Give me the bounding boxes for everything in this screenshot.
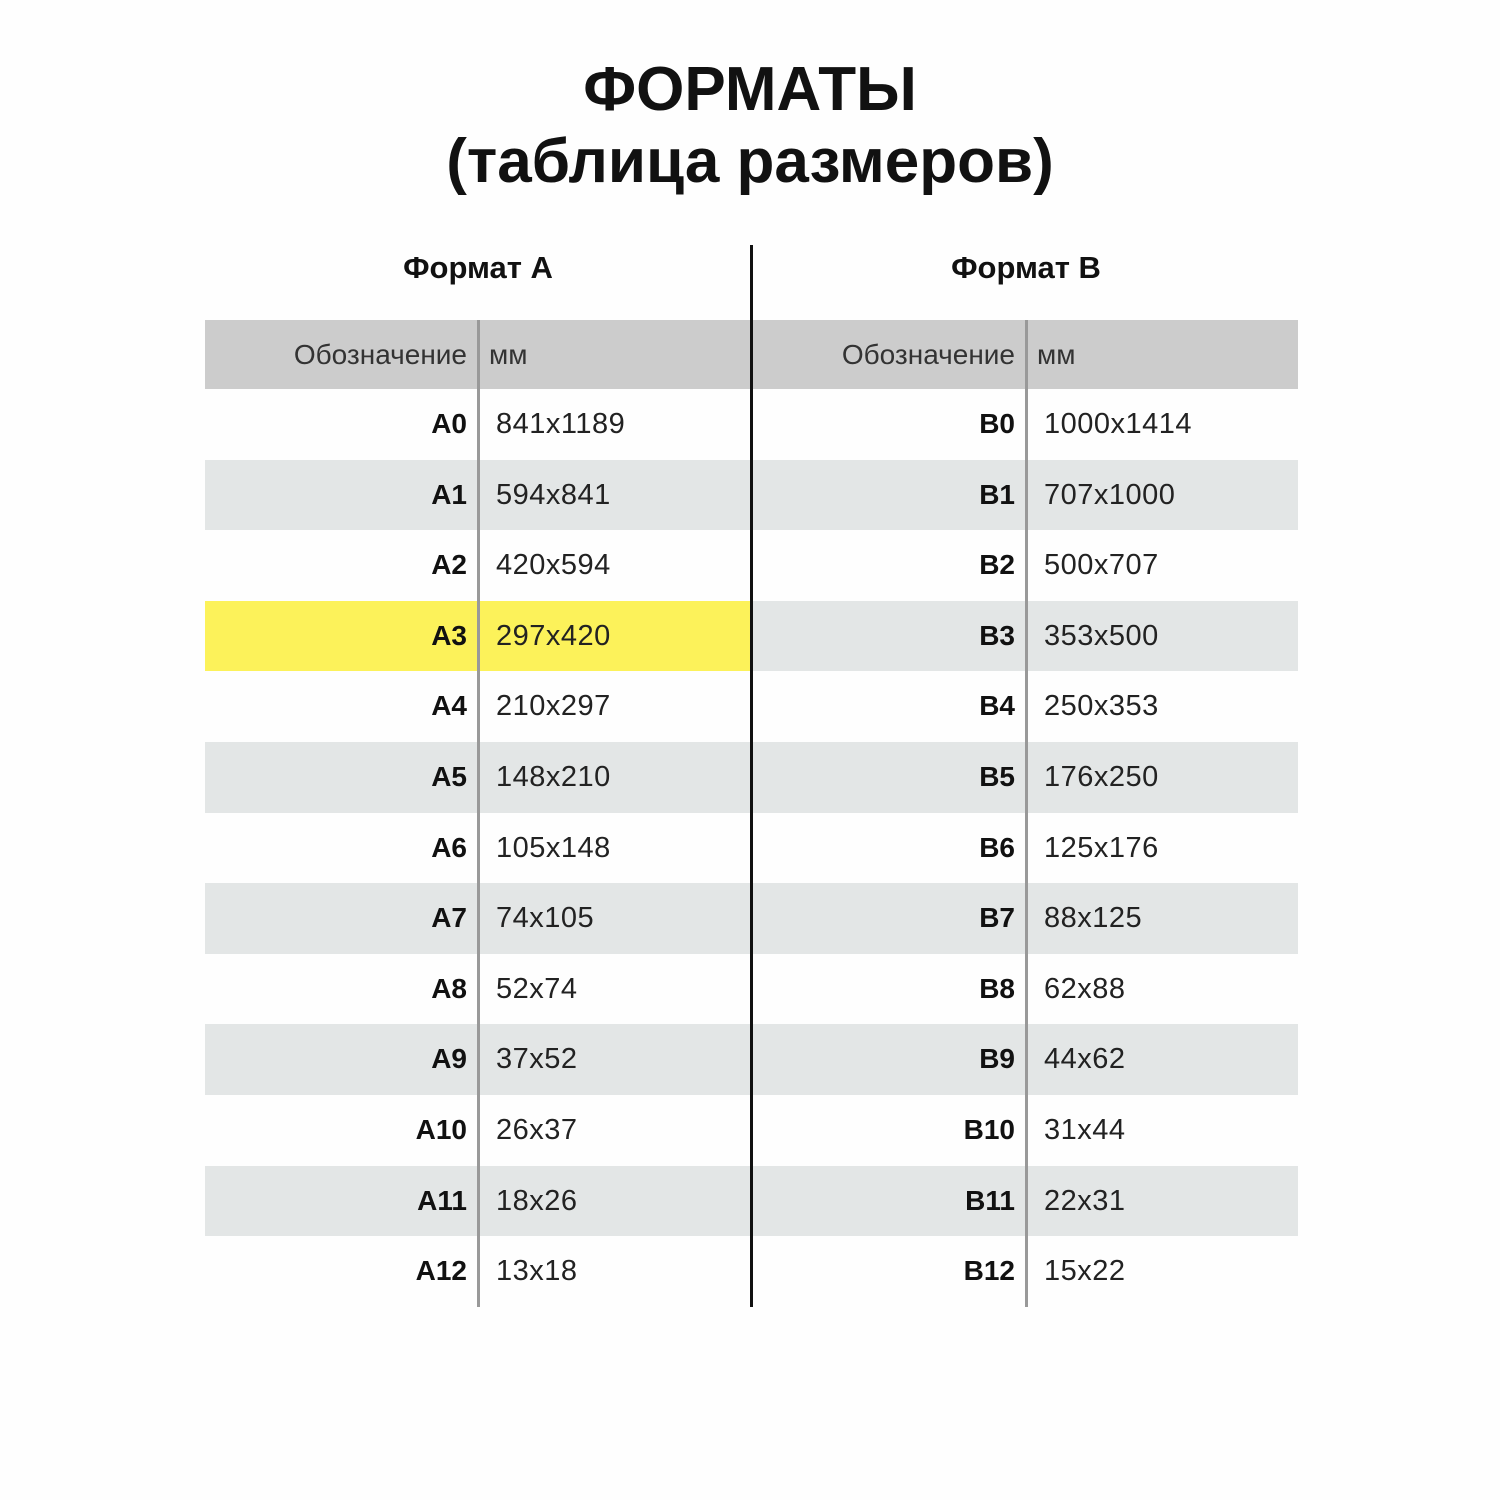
format-size-mm: 148x210 [496, 760, 611, 793]
format-designation: A9 [431, 1043, 467, 1075]
format-size-mm: 500x707 [1044, 549, 1159, 582]
format-size-mm: 52x74 [496, 972, 578, 1005]
column-divider [477, 320, 480, 1307]
format-size-mm: 88x125 [1044, 902, 1143, 935]
format-designation: A11 [417, 1184, 467, 1216]
format-size-mm: 594x841 [496, 478, 611, 511]
format-size-mm: 15x22 [1044, 1255, 1126, 1288]
format-designation: A7 [431, 902, 467, 934]
format-size-mm: 44x62 [1044, 1043, 1126, 1076]
column-divider [1025, 320, 1028, 1307]
format-size-mm: 297x420 [496, 619, 611, 652]
format-designation: B12 [963, 1255, 1015, 1287]
format-size-mm: 250x353 [1044, 690, 1159, 723]
format-designation: B3 [979, 619, 1015, 651]
format-designation: B7 [979, 902, 1015, 934]
designation-header: Обозначение [293, 339, 467, 370]
format-designation: B10 [963, 1113, 1015, 1145]
table-row: A2 420x594 [205, 530, 750, 601]
table-row: A10 26x37 [205, 1095, 750, 1166]
format-size-mm: 22x31 [1044, 1184, 1126, 1217]
format-size-mm: 125x176 [1044, 831, 1159, 864]
format-size-mm: 62x88 [1044, 972, 1126, 1005]
mm-header: мм [489, 339, 528, 370]
format-designation: B2 [979, 549, 1015, 581]
mm-header: мм [1037, 339, 1076, 370]
table-row: B6 125x176 [753, 813, 1298, 884]
format-designation: B0 [979, 408, 1015, 439]
format-b-heading: Формат B [951, 250, 1101, 285]
format-size-mm: 707x1000 [1044, 478, 1176, 511]
table-row: B12 15x22 [753, 1236, 1298, 1307]
table-row: B10 31x44 [753, 1095, 1298, 1166]
format-size-mm: 841x1189 [496, 408, 626, 440]
format-size-mm: 37x52 [496, 1043, 578, 1076]
format-a-table: Обозначение мм A0 841x1189 A1 594x841 A2 420x… [205, 320, 750, 1307]
format-designation: B11 [965, 1184, 1015, 1216]
format-size-mm: 26x37 [496, 1113, 578, 1146]
format-designation: A8 [431, 972, 467, 1004]
format-size-mm: 1000x1414 [1044, 408, 1193, 440]
center-divider [750, 245, 753, 1307]
table-row: A12 13x18 [205, 1236, 750, 1307]
format-size-mm: 74x105 [496, 902, 595, 935]
format-designation: A1 [431, 478, 467, 510]
format-designation: A10 [415, 1113, 467, 1145]
format-designation: A6 [431, 831, 467, 863]
table-row: A8 52x74 [205, 954, 750, 1025]
format-size-mm: 210x297 [496, 690, 611, 723]
table-row: A0 841x1189 [205, 389, 750, 460]
format-size-mm: 176x250 [1044, 760, 1159, 793]
format-size-mm: 353x500 [1044, 619, 1159, 652]
table-row: B0 1000x1414 [753, 389, 1298, 460]
table-row: B2 500x707 [753, 530, 1298, 601]
format-designation: B4 [979, 690, 1015, 722]
format-designation: A3 [431, 619, 467, 651]
format-designation: A0 [431, 408, 467, 439]
format-a-heading: Формат A [403, 250, 553, 285]
page-title: ФОРМАТЫ [583, 55, 917, 124]
table-row: B8 62x88 [753, 954, 1298, 1025]
format-size-mm: 105x148 [496, 831, 611, 864]
format-size-mm: 420x594 [496, 549, 611, 582]
designation-header: Обозначение [841, 339, 1015, 370]
format-designation: A2 [431, 549, 467, 581]
table-row: A6 105x148 [205, 813, 750, 884]
table-row: A4 210x297 [205, 671, 750, 742]
format-designation: A5 [431, 760, 467, 792]
page-subtitle: (таблица размеров) [446, 127, 1054, 196]
format-designation: A4 [431, 690, 467, 722]
format-designation: B9 [979, 1043, 1015, 1075]
format-designation: B5 [979, 760, 1015, 792]
format-size-mm: 18x26 [496, 1184, 578, 1217]
format-designation: B8 [979, 972, 1015, 1004]
format-designation: B6 [979, 831, 1015, 863]
format-size-mm: 31x44 [1044, 1113, 1126, 1146]
table-row: B4 250x353 [753, 671, 1298, 742]
format-designation: A12 [415, 1255, 467, 1287]
format-designation: B1 [979, 478, 1015, 510]
format-size-mm: 13x18 [496, 1255, 578, 1288]
format-b-table: Обозначение мм B0 1000x1414 B1 707x1000 B2 50… [753, 320, 1298, 1307]
